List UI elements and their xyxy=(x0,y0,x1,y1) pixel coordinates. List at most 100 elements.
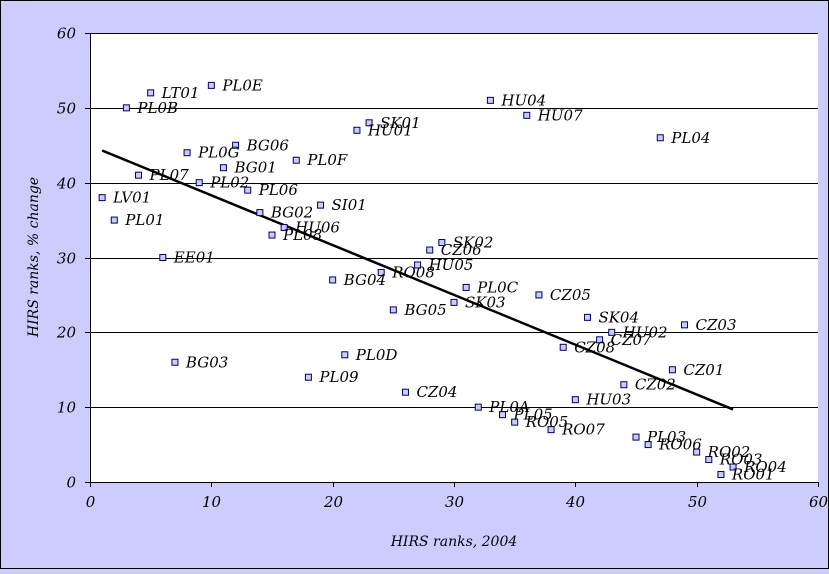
data-point xyxy=(547,426,555,434)
point-label: RO04 xyxy=(743,458,787,476)
data-point xyxy=(365,119,373,127)
point-label: LT01 xyxy=(161,84,200,102)
data-point xyxy=(462,283,470,291)
data-point xyxy=(668,366,676,374)
data-point xyxy=(632,433,640,441)
data-point xyxy=(523,111,531,119)
y-tick-label: 30 xyxy=(57,250,77,268)
data-point xyxy=(110,216,118,224)
point-label: PL0E xyxy=(221,76,263,94)
data-point xyxy=(329,276,337,284)
point-label: RO03 xyxy=(719,451,763,469)
data-point xyxy=(389,306,397,314)
x-tick-label: 50 xyxy=(688,493,708,511)
data-point xyxy=(280,224,288,232)
y-axis-title: HIRS ranks, % change xyxy=(26,177,42,338)
point-label: PL0F xyxy=(306,151,348,169)
data-point xyxy=(620,381,628,389)
data-point xyxy=(583,313,591,321)
point-label: RO07 xyxy=(561,421,605,439)
x-axis-title: HIRS ranks, 2004 xyxy=(390,534,518,550)
point-label: CZ08 xyxy=(574,338,615,356)
point-label: CZ01 xyxy=(683,361,724,379)
data-point xyxy=(414,261,422,269)
point-label: RO02 xyxy=(707,443,751,461)
data-point xyxy=(450,298,458,306)
data-point xyxy=(292,156,300,164)
data-point xyxy=(195,179,203,187)
x-tick-label: 20 xyxy=(323,493,344,511)
data-point xyxy=(511,418,519,426)
point-label: HU02 xyxy=(622,323,668,341)
point-label: HU06 xyxy=(294,219,340,237)
x-tick-label: 40 xyxy=(565,493,586,511)
point-label: HU05 xyxy=(428,256,474,274)
data-point xyxy=(571,396,579,404)
data-point xyxy=(644,441,652,449)
y-tick-label: 20 xyxy=(56,324,77,342)
data-point xyxy=(656,134,664,142)
data-point xyxy=(268,231,276,239)
point-label: PL0C xyxy=(476,278,519,296)
point-label: PL04 xyxy=(670,129,710,147)
data-point xyxy=(377,268,385,276)
data-point xyxy=(596,336,604,344)
point-label: BG02 xyxy=(270,204,313,222)
point-label: BG05 xyxy=(403,301,446,319)
data-point xyxy=(304,373,312,381)
data-point xyxy=(98,194,106,202)
point-label: CZ02 xyxy=(635,376,676,394)
trendline xyxy=(101,149,734,411)
y-tick-label: 0 xyxy=(66,474,76,492)
data-point xyxy=(219,164,227,172)
point-label: RO08 xyxy=(391,263,435,281)
point-label: PL06 xyxy=(258,181,299,199)
data-point xyxy=(122,104,130,112)
data-point xyxy=(207,81,215,89)
data-point xyxy=(135,171,143,179)
point-label: PL07 xyxy=(149,166,190,184)
data-point xyxy=(256,209,264,217)
x-tick-label: 30 xyxy=(445,493,465,511)
data-point xyxy=(717,471,725,479)
point-label: SK02 xyxy=(453,234,494,252)
point-label: SK04 xyxy=(598,308,639,326)
data-point xyxy=(426,246,434,254)
point-label: CZ06 xyxy=(441,241,482,259)
y-tick-label: 10 xyxy=(57,399,77,417)
point-label: CZ04 xyxy=(416,383,457,401)
data-point xyxy=(244,186,252,194)
data-point xyxy=(559,343,567,351)
point-label: RO05 xyxy=(525,413,569,431)
data-point xyxy=(705,456,713,464)
point-label: HU07 xyxy=(537,106,583,124)
point-label: PL09 xyxy=(318,368,359,386)
data-point xyxy=(681,321,689,329)
point-label: BG03 xyxy=(185,353,228,371)
point-label: RO01 xyxy=(731,466,775,484)
point-label: CZ05 xyxy=(550,286,591,304)
data-point xyxy=(486,96,494,104)
data-point xyxy=(159,254,167,261)
point-label: PL0A xyxy=(488,398,530,416)
point-label: BG01 xyxy=(233,159,276,177)
data-point xyxy=(608,328,616,336)
data-point xyxy=(535,291,543,299)
point-label: CZ07 xyxy=(611,331,652,349)
data-point xyxy=(353,126,361,134)
point-label: RO06 xyxy=(658,436,702,454)
x-tick-label: 60 xyxy=(809,493,829,511)
point-label: HU01 xyxy=(367,121,413,139)
data-point xyxy=(317,201,325,209)
y-tick-label: 60 xyxy=(57,25,77,43)
point-label: PL0G xyxy=(197,144,240,162)
x-tick-label: 10 xyxy=(202,493,222,511)
point-label: PL05 xyxy=(513,406,553,424)
y-tick-label: 50 xyxy=(57,100,77,118)
data-point xyxy=(183,149,191,157)
data-point xyxy=(147,89,155,97)
data-point xyxy=(729,463,737,471)
data-point xyxy=(499,411,507,419)
